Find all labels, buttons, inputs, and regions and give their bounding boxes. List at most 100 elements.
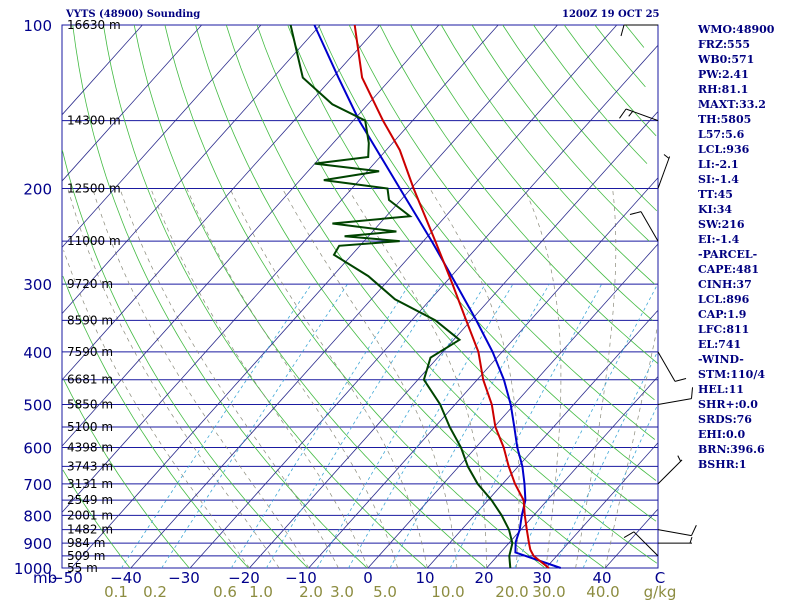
moist-adiabat [150, 188, 369, 569]
height-label: 12500 m [67, 181, 121, 195]
moist-adiabat [282, 188, 458, 569]
dry-adiabat [625, 24, 645, 48]
mixing-ratio-tick-label: 1.0 [249, 583, 273, 600]
wind-barb-flag [689, 536, 693, 544]
index-line: BSHR:1 [698, 458, 747, 471]
index-line: L57:5.6 [698, 128, 745, 141]
mixing-ratio-tick-label: 2.0 [299, 583, 323, 600]
index-line: LI:-2.1 [698, 158, 739, 171]
moist-adiabat [524, 188, 562, 569]
wind-barb-flag [690, 387, 694, 399]
height-label: 5100 m [67, 420, 113, 434]
pressure-tick-label: 700 [23, 476, 52, 494]
wind-barb [657, 351, 676, 382]
index-line: LFC:811 [698, 323, 750, 336]
isotherm-line [367, 243, 659, 569]
pressure-tick-label: 600 [23, 440, 52, 458]
height-label: 11000 m [67, 234, 121, 248]
dry-adiabat [195, 24, 605, 569]
height-label: 509 m [67, 549, 105, 563]
mixing-ratio-line [316, 283, 486, 569]
mixing-ratio-tick-label: 10.0 [431, 583, 464, 600]
height-label: 3743 m [67, 459, 113, 473]
wind-barb [657, 529, 692, 537]
isotherm-line [130, 24, 618, 569]
height-label: 1482 m [67, 523, 113, 537]
dry-adiabat [256, 24, 657, 522]
mixing-ratio-tick-label: 0.1 [104, 583, 128, 600]
height-label: 55 m [67, 561, 98, 575]
wind-barb-flag [674, 377, 687, 382]
mixing-ratio-tick-label: 3.0 [330, 583, 354, 600]
wind-barb-flag [620, 24, 625, 37]
index-line: TT:45 [698, 188, 733, 201]
dry-adiabat [72, 24, 368, 569]
isotherm-line [604, 508, 659, 569]
temperature-tick-label: −50 [51, 569, 83, 587]
height-label: 6681 m [67, 373, 113, 387]
dry-adiabat [61, 150, 309, 569]
dry-adiabat [103, 24, 427, 569]
index-line: EHI:0.0 [698, 428, 746, 441]
wind-barb [625, 108, 659, 122]
y-axis-unit: mb [33, 569, 57, 587]
mixing-ratio-line [121, 283, 312, 569]
isotherm-line [249, 111, 659, 569]
mixing-ratio-line [348, 283, 514, 569]
index-line: CINH:37 [698, 278, 752, 291]
index-line: WB0:571 [698, 53, 755, 66]
mixing-ratio-tick-label: 0.2 [143, 583, 167, 600]
height-label: 7590 m [67, 345, 113, 359]
index-line: KI:34 [698, 203, 733, 216]
temperature-tick-label: −20 [228, 569, 260, 587]
dry-adiabat [410, 24, 653, 321]
temperature-tick-label: 0 [363, 569, 373, 587]
temperature-tick-label: 10 [415, 569, 434, 587]
height-label: 14300 m [67, 114, 121, 128]
index-line: -WIND- [698, 353, 744, 366]
mixing-ratio-tick-label: 30.0 [532, 583, 565, 600]
moist-adiabat [229, 188, 428, 569]
index-line: LCL:936 [698, 143, 750, 156]
pressure-tick-label: 500 [23, 397, 52, 415]
isotherm-line [61, 24, 499, 513]
indices-panel: WMO:48900 FRZ:555 WB0:571 PW:2.41 RH:81.1 MAX… [698, 22, 798, 472]
dry-adiabat [225, 24, 658, 564]
index-line: WMO:48900 [698, 23, 775, 36]
chart-frame [61, 24, 659, 569]
index-line: SW:216 [698, 218, 745, 231]
wind-barb [657, 156, 671, 189]
index-line: CAP:1.9 [698, 308, 747, 321]
mixing-ratio-line [266, 283, 441, 569]
dry-adiabat [563, 24, 657, 137]
moist-adiabat [92, 188, 310, 569]
moist-adiabat [575, 188, 617, 569]
wind-barb [640, 211, 659, 242]
dewpoint-trace [289, 24, 514, 569]
index-line: MAXT:33.2 [698, 98, 766, 111]
wind-barb [657, 398, 692, 406]
height-label: 2001 m [67, 508, 113, 522]
moist-adiabat [347, 188, 487, 568]
isotherm-line [189, 44, 659, 569]
temperature-tick-label: −30 [168, 569, 200, 587]
isotherm-line [61, 24, 380, 381]
height-label: 16630 m [67, 18, 121, 32]
index-line: EI:-1.4 [698, 233, 740, 246]
index-line: STM:110/4 [698, 368, 765, 381]
pressure-tick-label: 800 [23, 507, 52, 525]
temperature-tick-label: −40 [110, 569, 142, 587]
moist-adiabat [119, 188, 339, 569]
dry-adiabat [502, 24, 658, 212]
wind-barb-flag [629, 211, 642, 216]
dry-adiabat [318, 24, 656, 440]
wind-barb-flag [619, 108, 627, 119]
index-line: CAPE:481 [698, 263, 759, 276]
isotherm-line [61, 24, 202, 182]
isotherm-line [545, 442, 659, 569]
dry-adiabat [440, 24, 655, 285]
height-label: 3131 m [67, 477, 113, 491]
dry-adiabat [164, 24, 546, 569]
wind-barb-flag [691, 525, 697, 536]
